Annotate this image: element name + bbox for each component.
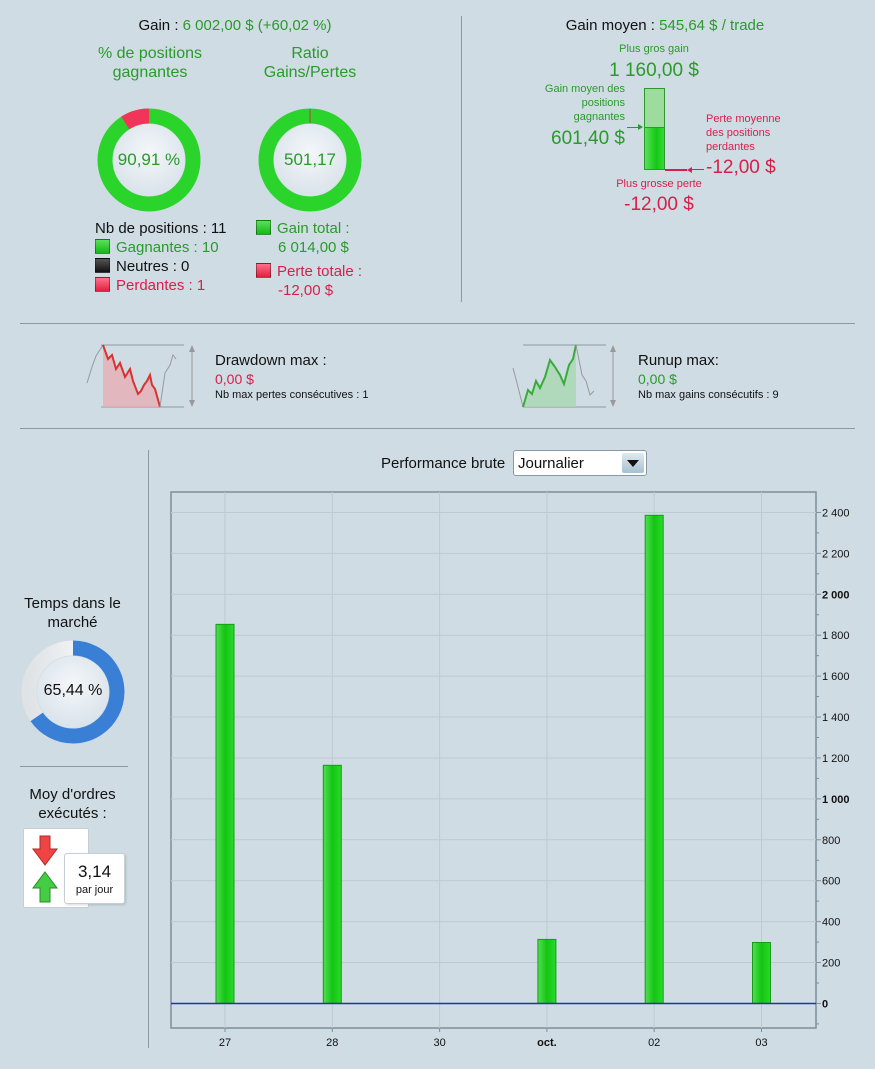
avg-loss-value: -12,00 $ bbox=[706, 157, 776, 178]
section-divider bbox=[20, 323, 855, 324]
avg-gain-header: Gain moyen : 545,64 $ / trade bbox=[520, 17, 810, 34]
x-tick-label: 30 bbox=[433, 1037, 445, 1049]
positions-count: Nb de positions : 11 bbox=[95, 220, 227, 237]
section-divider bbox=[20, 428, 855, 429]
y-tick-label: 2 400 bbox=[822, 507, 850, 519]
y-tick-label: 800 bbox=[822, 835, 840, 847]
drawdown-title: Drawdown max : bbox=[215, 352, 327, 369]
black-square-icon bbox=[95, 258, 110, 273]
orders-unit: par jour bbox=[75, 884, 114, 896]
market-time-value: 65,44 % bbox=[43, 682, 103, 699]
x-tick-label: oct. bbox=[537, 1037, 557, 1049]
market-time-donut: 65,44 % bbox=[21, 640, 125, 744]
avg-win-bar bbox=[644, 127, 665, 170]
green-square-icon bbox=[95, 239, 110, 254]
biggest-gain-label: Plus gros gain bbox=[619, 43, 689, 55]
x-tick-label: 28 bbox=[326, 1037, 338, 1049]
bar-28 bbox=[322, 764, 342, 1004]
win-pct-donut: 90,91 % bbox=[97, 108, 201, 212]
avg-win-arrow-icon bbox=[627, 127, 641, 128]
red-square-icon bbox=[95, 277, 110, 292]
legend-neutral: Neutres : 0 bbox=[95, 257, 226, 276]
drawdown-value: 0,00 $ bbox=[215, 371, 254, 387]
positions-legend: Nb de positions : 11 Gagnantes : 10 Neut… bbox=[95, 219, 226, 295]
avg-gain-value: 545,64 $ / trade bbox=[659, 17, 765, 34]
loss-bar bbox=[665, 169, 687, 171]
y-tick-label: 400 bbox=[822, 917, 840, 929]
orders-title: Moy d'ordres exécutés : bbox=[29, 786, 116, 822]
market-time-title: Temps dans le marché bbox=[24, 595, 121, 631]
totals-legend: Gain total : 6 014,00 $ Perte totale : -… bbox=[256, 219, 362, 300]
bar-03 bbox=[752, 941, 771, 1004]
chevron-down-icon[interactable] bbox=[622, 453, 644, 473]
period-select[interactable]: Journalier bbox=[513, 450, 647, 476]
performance-label: Performance brute bbox=[381, 455, 506, 472]
biggest-gain-value: 1 160,00 $ bbox=[609, 60, 699, 81]
biggest-loss-label: Plus grosse perte bbox=[616, 178, 702, 190]
avg-win-value: 601,40 $ bbox=[551, 128, 625, 149]
y-tick-label: 1 600 bbox=[822, 671, 850, 683]
red-square-icon bbox=[256, 263, 271, 278]
gain-value: 6 002,00 $ (+60,02 %) bbox=[182, 17, 332, 34]
legend-total-loss: Perte totale : bbox=[256, 262, 362, 281]
win-pct-title: % de positions gagnantes bbox=[97, 45, 203, 81]
period-select-value: Journalier bbox=[518, 455, 584, 472]
orders-value: 3,14 bbox=[77, 862, 112, 881]
gain-label: Gain : bbox=[138, 17, 183, 34]
y-tick-label: 2 000 bbox=[822, 589, 850, 601]
runup-sub: Nb max gains consécutifs : 9 bbox=[638, 389, 779, 401]
win-pct-value: 90,91 % bbox=[117, 150, 181, 169]
drawdown-chart-icon bbox=[86, 344, 195, 408]
left-divider bbox=[148, 450, 149, 1048]
legend-winners: Gagnantes : 10 bbox=[95, 238, 226, 257]
avg-loss-arrow-icon bbox=[690, 169, 704, 170]
loss-arc bbox=[121, 108, 150, 130]
biggest-loss-value: -12,00 $ bbox=[624, 194, 694, 215]
arrow-down-red-icon bbox=[32, 835, 58, 866]
y-tick-label: 1 800 bbox=[822, 630, 850, 642]
total-gain-value: 6 014,00 $ bbox=[278, 239, 349, 256]
y-tick-label: 1 200 bbox=[822, 753, 850, 765]
arrow-up-green-icon bbox=[32, 871, 58, 903]
y-tick-label: 0 bbox=[822, 998, 828, 1010]
ratio-donut: 501,17 bbox=[258, 108, 362, 212]
bar-02 bbox=[644, 514, 664, 1004]
avg-loss-label: Perte moyenne des positions perdantes bbox=[706, 113, 781, 153]
arrow-head-icon bbox=[638, 124, 643, 130]
plot-frame bbox=[170, 491, 817, 1029]
total-loss-value: -12,00 $ bbox=[278, 282, 334, 299]
bar-27 bbox=[215, 623, 235, 1004]
left-section-divider bbox=[20, 766, 128, 767]
y-tick-label: 1 400 bbox=[822, 712, 850, 724]
avg-win-label: Gain moyen des positions gagnantes bbox=[544, 83, 625, 123]
legend-losers: Perdantes : 1 bbox=[95, 276, 226, 295]
market-time-arc bbox=[30, 640, 125, 744]
top-divider bbox=[461, 16, 462, 302]
arrow-head-icon bbox=[687, 167, 692, 173]
orders-card: 3,14 par jour bbox=[64, 853, 125, 904]
legend-total-gain: Gain total : bbox=[256, 219, 362, 238]
green-square-icon bbox=[256, 220, 271, 235]
y-tick-label: 200 bbox=[822, 958, 840, 970]
ratio-title: Ratio Gains/Pertes bbox=[263, 45, 357, 81]
ratio-value: 501,17 bbox=[284, 150, 336, 169]
runup-title: Runup max: bbox=[638, 352, 719, 369]
x-tick-label: 02 bbox=[648, 1037, 660, 1049]
gain-header: Gain : 6 002,00 $ (+60,02 %) bbox=[90, 17, 380, 34]
y-tick-label: 600 bbox=[822, 876, 840, 888]
bar-oct. bbox=[537, 938, 557, 1004]
drawdown-sub: Nb max pertes consécutives : 1 bbox=[215, 389, 369, 401]
y-tick-label: 1 000 bbox=[822, 794, 850, 806]
runup-chart-icon bbox=[512, 344, 616, 408]
avg-gain-label: Gain moyen : bbox=[565, 17, 660, 34]
x-tick-label: 27 bbox=[219, 1037, 231, 1049]
x-tick-label: 03 bbox=[755, 1037, 767, 1049]
runup-value: 0,00 $ bbox=[638, 371, 677, 387]
y-tick-label: 2 200 bbox=[822, 548, 850, 560]
